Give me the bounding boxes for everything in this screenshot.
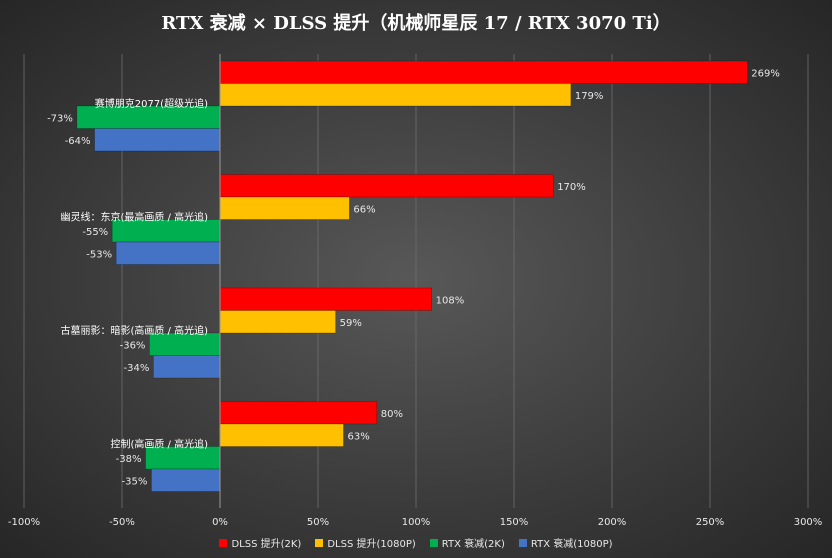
data-label: -55% bbox=[82, 227, 108, 238]
data-label: 179% bbox=[575, 91, 604, 102]
legend-item: RTX 衰减(2K) bbox=[429, 535, 505, 550]
data-label: -73% bbox=[47, 113, 73, 124]
bar bbox=[219, 83, 572, 107]
legend-item: DLSS 提升(1080P) bbox=[315, 535, 416, 550]
category-label: 古墓丽影：暗影(高画质 / 高光追) bbox=[60, 324, 208, 337]
x-tick-label: -50% bbox=[109, 517, 135, 528]
category-label: 控制(高画质 / 高光追) bbox=[110, 438, 208, 451]
data-label: 269% bbox=[751, 68, 780, 79]
data-label: 66% bbox=[353, 204, 375, 215]
legend: DLSS 提升(2K) DLSS 提升(1080P) RTX 衰减(2K) RTX 衰… bbox=[0, 535, 832, 550]
data-label: -35% bbox=[122, 476, 148, 487]
x-tick-label: 100% bbox=[402, 517, 431, 528]
data-label: -64% bbox=[65, 136, 91, 147]
x-tick-label: 50% bbox=[307, 517, 329, 528]
data-label: -38% bbox=[116, 454, 142, 465]
data-label: -36% bbox=[120, 340, 146, 351]
x-tick-label: 300% bbox=[794, 517, 823, 528]
bar bbox=[219, 310, 336, 334]
data-label: 80% bbox=[381, 409, 403, 420]
legend-item: RTX 衰减(1080P) bbox=[518, 535, 613, 550]
x-tick-label: 150% bbox=[500, 517, 529, 528]
data-label: 170% bbox=[557, 182, 586, 193]
x-tick-label: -100% bbox=[8, 517, 40, 528]
legend-label: DLSS 提升(1080P) bbox=[327, 539, 416, 550]
legend-swatch bbox=[315, 538, 324, 547]
legend-swatch bbox=[429, 538, 438, 547]
data-label: -53% bbox=[86, 249, 112, 260]
bar bbox=[219, 423, 344, 447]
legend-swatch bbox=[518, 538, 527, 547]
bar bbox=[219, 60, 748, 84]
category-label: 幽灵线：东京(最高画质 / 高光追) bbox=[60, 211, 208, 224]
legend-label: RTX 衰减(2K) bbox=[441, 539, 505, 550]
x-tick-label: 0% bbox=[212, 517, 228, 528]
category-label: 赛博朋克2077(超级光追) bbox=[95, 97, 208, 110]
data-label: 63% bbox=[347, 431, 369, 442]
legend-item: DLSS 提升(2K) bbox=[219, 535, 301, 550]
bar bbox=[219, 287, 432, 311]
legend-label: DLSS 提升(2K) bbox=[231, 539, 302, 550]
bar bbox=[219, 401, 378, 425]
data-label: 108% bbox=[436, 295, 465, 306]
x-tick-label: 200% bbox=[598, 517, 627, 528]
data-label: -34% bbox=[124, 363, 150, 374]
legend-label: RTX 衰减(1080P) bbox=[530, 539, 613, 550]
bar bbox=[153, 355, 221, 379]
bar bbox=[151, 468, 221, 492]
bar bbox=[94, 128, 221, 152]
data-label: 59% bbox=[340, 318, 362, 329]
bar bbox=[219, 196, 350, 220]
bar bbox=[219, 174, 554, 198]
legend-swatch bbox=[219, 538, 228, 547]
bar bbox=[115, 241, 221, 265]
x-tick-label: 250% bbox=[696, 517, 725, 528]
chart-title: RTX 衰减 × DLSS 提升（机械师星辰 17 / RTX 3070 Ti） bbox=[161, 13, 671, 34]
